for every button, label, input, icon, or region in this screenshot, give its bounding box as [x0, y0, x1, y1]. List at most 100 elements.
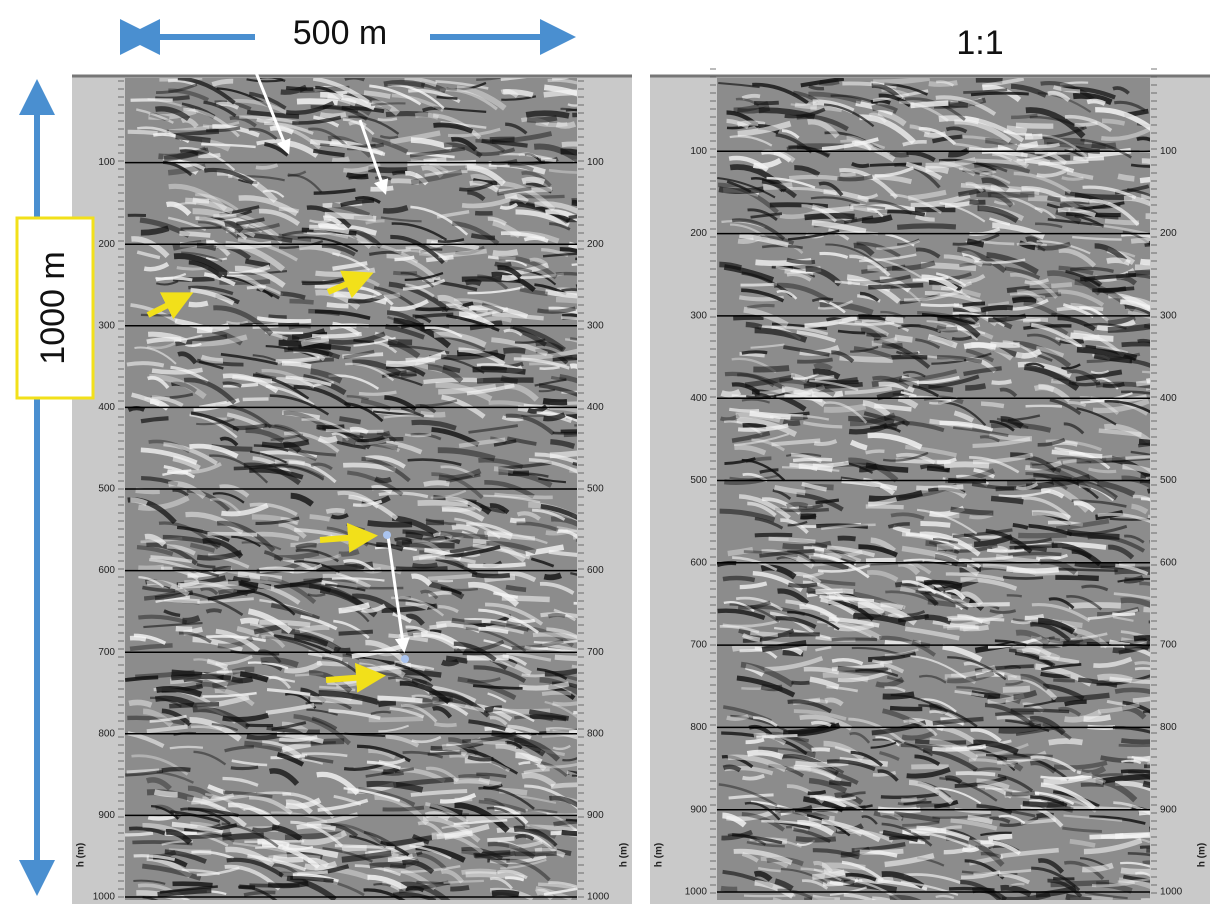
- reflector: [501, 415, 524, 422]
- reflector: [821, 137, 879, 151]
- reflector: [172, 488, 189, 497]
- reflector: [498, 469, 553, 488]
- reflector: [813, 362, 833, 372]
- reflector: [1091, 773, 1123, 779]
- reflector: [379, 134, 399, 140]
- reflector: [1087, 534, 1146, 553]
- reflector: [550, 439, 576, 449]
- reflector: [1142, 710, 1150, 714]
- reflector: [830, 94, 878, 105]
- depth-tick-label: 300: [98, 320, 115, 331]
- depth-tick-label: 300: [690, 311, 707, 322]
- reflector: [465, 627, 527, 653]
- reflector: [478, 799, 527, 813]
- reflector: [962, 167, 993, 176]
- reflector: [811, 390, 844, 399]
- reflector: [528, 457, 577, 474]
- reflector: [237, 571, 283, 582]
- reflector: [1071, 627, 1109, 649]
- reflector: [561, 829, 577, 837]
- reflector: [222, 712, 269, 723]
- reflector: [324, 211, 377, 222]
- reflector: [498, 186, 553, 194]
- reflector: [455, 245, 485, 256]
- reflector: [268, 768, 300, 786]
- reflector: [1025, 455, 1057, 473]
- reflector: [150, 555, 193, 564]
- reflector: [227, 802, 281, 827]
- reflector: [920, 520, 951, 528]
- reflector: [493, 466, 514, 475]
- reflector: [926, 465, 951, 473]
- reflector: [1024, 364, 1080, 391]
- reflector: [1036, 240, 1091, 255]
- reflector: [1059, 632, 1108, 642]
- reflector: [936, 457, 957, 465]
- reflector: [508, 840, 543, 849]
- reflector: [430, 535, 464, 543]
- reflector: [1047, 90, 1071, 102]
- reflector: [236, 625, 260, 638]
- reflector: [143, 261, 170, 272]
- reflector: [909, 124, 931, 135]
- reflector: [785, 452, 822, 457]
- reflector: [481, 138, 528, 148]
- reflector: [518, 152, 538, 158]
- reflector: [932, 813, 992, 819]
- reflector: [454, 802, 510, 833]
- reflector: [777, 588, 810, 606]
- reflector: [400, 271, 435, 288]
- reflector: [393, 270, 418, 276]
- reflector: [992, 222, 1046, 240]
- reflector: [1109, 676, 1150, 685]
- reflector: [985, 528, 1033, 554]
- reflector: [950, 593, 985, 611]
- reflector: [719, 261, 742, 271]
- reflector: [1057, 315, 1096, 332]
- reflector: [1010, 83, 1048, 98]
- reflector: [328, 331, 386, 345]
- reflector: [1124, 534, 1145, 544]
- reflector: [332, 261, 368, 271]
- reflector: [884, 640, 922, 647]
- reflector: [458, 773, 491, 782]
- reflector: [1131, 503, 1149, 515]
- reflector: [955, 771, 996, 777]
- reflector: [811, 747, 831, 752]
- depth-tick-label: 1000: [1160, 887, 1183, 898]
- reflector: [535, 121, 568, 128]
- reflector: [1127, 188, 1150, 197]
- reflector: [545, 209, 577, 222]
- reflector: [529, 257, 548, 266]
- reflector: [354, 864, 402, 877]
- reflector: [886, 675, 904, 683]
- reflector: [191, 793, 235, 805]
- seismic-image: [717, 78, 1150, 900]
- reflector: [772, 897, 783, 900]
- reflector: [550, 516, 577, 527]
- reflector: [396, 249, 444, 259]
- reflector: [792, 372, 820, 380]
- reflector: [346, 395, 369, 401]
- reflector: [507, 724, 540, 736]
- reflector: [751, 800, 812, 819]
- reflector: [514, 794, 557, 804]
- reflector: [841, 791, 866, 799]
- reflector: [1055, 518, 1110, 532]
- reflector: [549, 450, 577, 459]
- reflector: [929, 738, 979, 761]
- reflector: [441, 658, 460, 667]
- reflector: [410, 169, 463, 185]
- reflector: [552, 78, 569, 81]
- reflector: [502, 654, 528, 667]
- reflector: [493, 706, 535, 723]
- reflector: [223, 790, 273, 799]
- reflector: [338, 549, 360, 557]
- reflector: [427, 751, 462, 756]
- reflector: [1140, 497, 1150, 501]
- reflector: [771, 325, 829, 336]
- reflector: [552, 431, 577, 435]
- reflector: [851, 646, 906, 657]
- reflector: [821, 523, 876, 531]
- reflector: [133, 633, 167, 645]
